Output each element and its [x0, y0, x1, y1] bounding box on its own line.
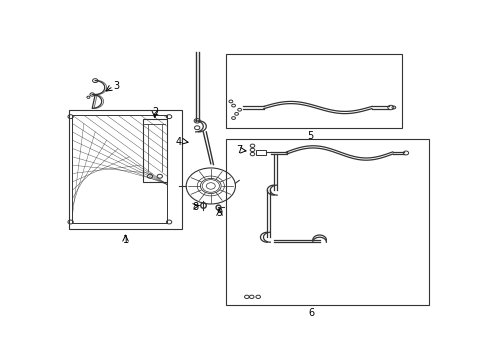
Bar — [225, 54, 401, 128]
Text: 1: 1 — [122, 235, 128, 245]
Text: 4: 4 — [175, 136, 182, 147]
Text: 2: 2 — [151, 108, 158, 117]
Bar — [68, 110, 182, 229]
Text: 5: 5 — [307, 131, 313, 140]
Bar — [72, 115, 167, 223]
Bar — [225, 139, 428, 305]
Text: 3: 3 — [113, 81, 119, 91]
Text: 6: 6 — [307, 308, 314, 318]
Text: 9: 9 — [216, 208, 222, 218]
Text: 7: 7 — [236, 145, 242, 155]
Bar — [256, 150, 265, 155]
Text: 8: 8 — [192, 202, 198, 212]
Bar — [142, 120, 167, 182]
